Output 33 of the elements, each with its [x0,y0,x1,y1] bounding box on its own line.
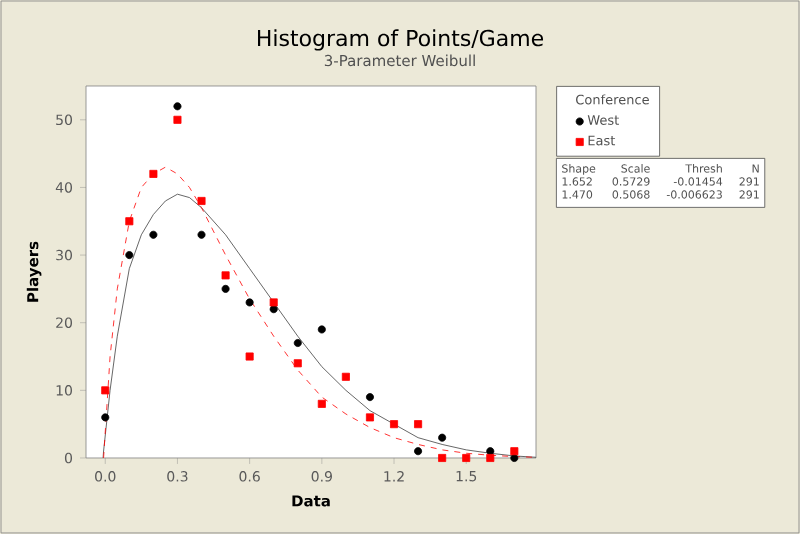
point [462,453,471,462]
point [438,433,447,442]
point [221,271,230,280]
point [293,339,302,347]
point [486,453,495,462]
point [149,169,158,178]
point [245,298,254,307]
point [197,230,206,239]
point [510,453,519,462]
point [101,386,110,395]
point [221,284,230,293]
point [293,359,302,368]
point [510,447,519,456]
point [173,115,182,124]
point [269,298,278,307]
point [365,413,374,422]
chart-title: Histogram of Points/Game [258,29,544,51]
point [341,372,350,381]
point [317,399,326,408]
point [173,102,182,111]
point [414,420,423,429]
point [317,325,326,334]
point [390,420,399,429]
point [365,393,374,402]
point [486,447,495,456]
point [438,453,447,462]
point [149,230,158,239]
point [125,251,134,260]
point [125,217,134,226]
point [245,352,254,361]
point [101,413,110,422]
point [197,196,206,205]
point [414,447,423,456]
